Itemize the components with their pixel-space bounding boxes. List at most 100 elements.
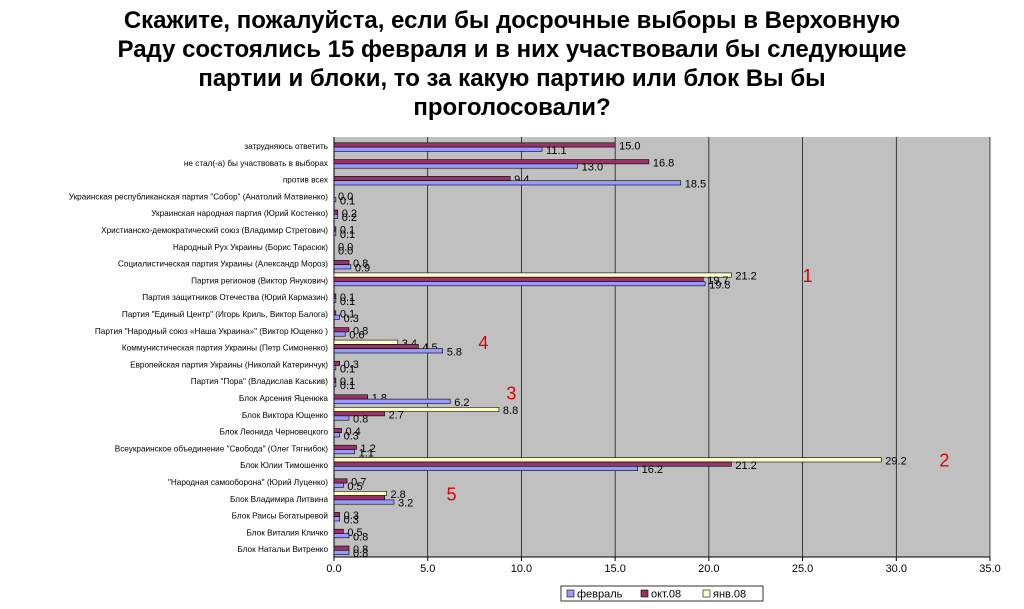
data-label: 0.1 bbox=[340, 376, 355, 388]
data-label: 0.0 bbox=[338, 241, 353, 253]
data-label: 15.0 bbox=[619, 141, 640, 153]
data-label: 0.5 bbox=[347, 481, 362, 493]
bar bbox=[333, 214, 339, 219]
bar bbox=[333, 142, 616, 148]
x-tick-label: 0.0 bbox=[326, 563, 341, 575]
bar bbox=[333, 516, 340, 522]
bar bbox=[333, 180, 682, 186]
data-label: 0.3 bbox=[344, 431, 359, 443]
data-label: 0.1 bbox=[340, 309, 355, 321]
bar bbox=[333, 512, 340, 518]
bar bbox=[333, 360, 340, 366]
bar bbox=[333, 381, 337, 387]
bar bbox=[333, 146, 543, 152]
bar bbox=[333, 297, 337, 303]
data-label: 21.2 bbox=[735, 271, 756, 283]
title-line: проголосовали? bbox=[413, 94, 611, 121]
bar bbox=[333, 449, 355, 455]
data-label: 0.1 bbox=[340, 225, 355, 237]
category-label: Украинская народная партия (Юрий Костенк… bbox=[151, 209, 328, 218]
bar bbox=[333, 348, 444, 354]
data-label: 0.1 bbox=[340, 380, 355, 392]
bar bbox=[333, 499, 395, 505]
rank-annotation: 1 bbox=[803, 266, 813, 286]
data-label: 0.5 bbox=[347, 527, 362, 539]
category-label: Украинская республиканская партия "Собор… bbox=[69, 192, 328, 201]
bar bbox=[333, 461, 732, 467]
bar bbox=[333, 457, 882, 463]
data-label: 16.2 bbox=[642, 464, 663, 476]
bar bbox=[333, 197, 337, 203]
rank-annotation: 4 bbox=[478, 333, 488, 353]
bar bbox=[333, 549, 350, 555]
x-tick-label: 35.0 bbox=[979, 563, 1000, 575]
category-label: Блок Виталия Кличко bbox=[247, 528, 329, 537]
bar bbox=[333, 327, 350, 333]
bar bbox=[333, 339, 399, 345]
bar bbox=[333, 331, 346, 337]
legend-label: февраль bbox=[577, 589, 623, 601]
data-label: 18.5 bbox=[685, 179, 706, 191]
bar bbox=[333, 310, 337, 316]
category-label: Партия "Единый Центр" (Игорь Криль, Викт… bbox=[122, 310, 328, 319]
category-label: Блок Натальи Витренко bbox=[237, 545, 328, 554]
category-label: Блок Виктора Ющенко bbox=[242, 411, 329, 420]
category-label: Европейская партия Украины (Николай Кате… bbox=[130, 360, 328, 369]
title-line: Скажите, пожалуйста, если бы досрочные в… bbox=[123, 7, 901, 34]
category-label: против всех bbox=[283, 176, 328, 185]
data-label: 6.2 bbox=[454, 397, 469, 409]
category-label: не стал(-а) бы участвовать в выборах bbox=[184, 159, 328, 168]
data-label: 0.9 bbox=[355, 263, 370, 275]
data-label: 0.2 bbox=[342, 212, 357, 224]
bar bbox=[333, 260, 350, 265]
bar bbox=[333, 545, 350, 551]
bar bbox=[333, 230, 337, 236]
plot-area bbox=[334, 137, 990, 557]
data-label: 0.8 bbox=[353, 258, 368, 270]
category-label: Народный Рух Украины (Борис Тарасюк) bbox=[173, 243, 328, 252]
bar bbox=[333, 495, 385, 501]
category-label: Партия "Пора" (Владислав Каськив) bbox=[191, 377, 329, 386]
bar bbox=[333, 444, 357, 450]
data-label: 0.7 bbox=[351, 477, 366, 489]
data-label: 21.2 bbox=[735, 460, 756, 472]
bar bbox=[333, 415, 350, 421]
title-line: партии и блоки, то за какую партию или б… bbox=[198, 65, 826, 92]
data-label: 19.8 bbox=[709, 279, 730, 291]
rank-annotation: 3 bbox=[506, 384, 516, 404]
legend-label: янв.08 bbox=[713, 589, 746, 601]
rank-annotation: 2 bbox=[939, 451, 949, 471]
data-label: 0.8 bbox=[353, 544, 368, 556]
bar bbox=[333, 344, 419, 349]
legend-swatch bbox=[566, 589, 575, 598]
bar bbox=[333, 272, 732, 278]
data-label: 0.3 bbox=[344, 359, 359, 371]
data-label: 0.1 bbox=[340, 296, 355, 308]
data-label: 5.8 bbox=[447, 347, 462, 359]
bar bbox=[333, 163, 578, 169]
data-label: 0.8 bbox=[353, 548, 368, 560]
data-label: 1.1 bbox=[359, 447, 374, 459]
bar bbox=[333, 264, 352, 270]
data-label: 0.8 bbox=[353, 414, 368, 426]
data-label: 0.4 bbox=[345, 426, 360, 438]
data-label: 2.8 bbox=[390, 489, 405, 501]
bar bbox=[333, 528, 344, 534]
data-label: 3.2 bbox=[398, 498, 413, 510]
category-label: Всеукраинское объединение "Свобода" (Оле… bbox=[115, 444, 329, 453]
x-tick-label: 20.0 bbox=[698, 563, 719, 575]
bar bbox=[333, 176, 511, 181]
x-tick-label: 15.0 bbox=[604, 563, 625, 575]
bar bbox=[333, 406, 500, 412]
data-label: 29.2 bbox=[885, 456, 906, 468]
bar bbox=[333, 533, 350, 539]
x-tick-label: 30.0 bbox=[886, 563, 907, 575]
bar bbox=[333, 276, 704, 282]
category-label: Социалистическая партия Украины (Алексан… bbox=[118, 260, 328, 269]
bar bbox=[333, 465, 638, 471]
legend bbox=[560, 585, 764, 602]
x-tick-label: 10.0 bbox=[511, 563, 532, 575]
x-tick-label: 5.0 bbox=[420, 563, 435, 575]
data-label: 19.7 bbox=[707, 275, 728, 287]
